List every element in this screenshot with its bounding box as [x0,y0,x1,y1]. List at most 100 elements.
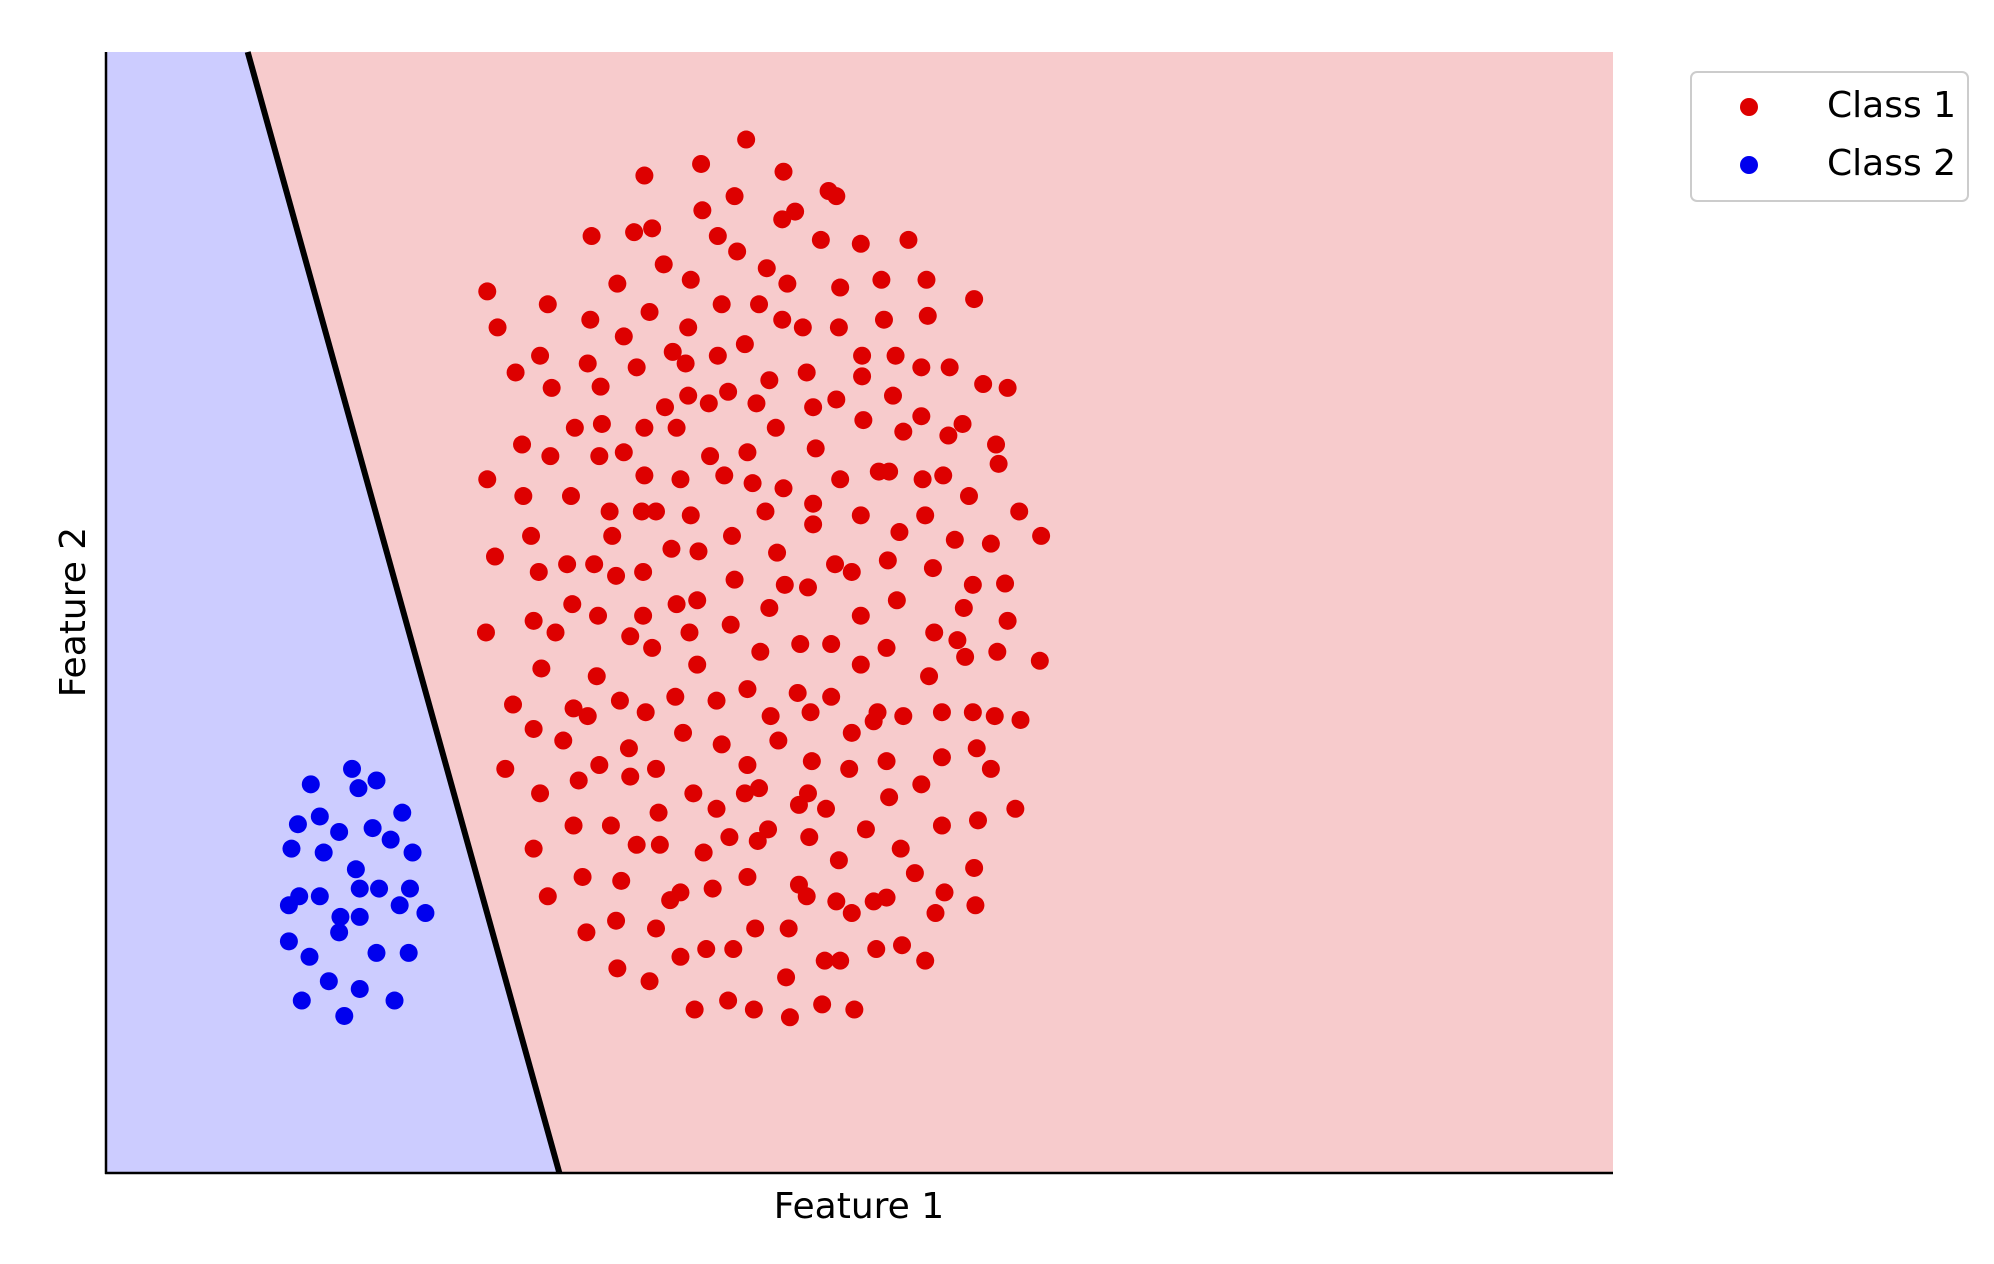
point [851,655,870,674]
point [965,290,984,309]
point [981,759,1000,778]
point [918,306,937,325]
point [1011,710,1030,729]
point [663,342,682,361]
decision-boundary [244,51,563,1174]
point [607,566,626,585]
point [746,919,765,938]
point [738,680,757,699]
point [874,310,893,329]
point [666,687,685,706]
point [802,752,821,771]
point [940,358,959,377]
point [679,386,698,405]
point [529,562,548,581]
point [367,771,386,790]
point [735,335,754,354]
point [350,879,369,898]
point [343,759,362,778]
point [886,346,905,365]
point [590,447,609,466]
point [703,879,722,898]
point [797,363,816,382]
point [679,318,698,337]
point [788,683,807,702]
point [916,951,935,970]
point [801,703,820,722]
point [688,655,707,674]
point [722,526,741,545]
point [891,839,910,858]
point [998,611,1017,630]
point [738,867,757,886]
legend-label: Class 2 [1827,143,1956,184]
point [905,864,924,883]
point [681,270,700,289]
point [880,788,899,807]
point [996,574,1015,593]
point [708,346,727,365]
point [831,470,850,489]
point [707,799,726,818]
point [804,515,823,534]
point [793,318,812,337]
point [603,526,622,545]
point [640,972,659,991]
legend-box [1690,71,1969,202]
point [310,887,329,906]
point [632,502,651,521]
point [667,418,686,437]
point [538,887,557,906]
point [778,274,797,293]
legend-label: Class 1 [1827,85,1956,126]
point [676,354,695,373]
point [577,923,596,942]
point [842,904,861,923]
point [804,494,823,513]
point [953,414,972,433]
point [612,871,631,890]
point [288,815,307,834]
point [806,439,825,458]
point [853,367,872,386]
point [607,911,626,930]
point [478,470,497,489]
point [798,578,817,597]
point [697,940,716,959]
point [524,719,543,738]
point [627,835,646,854]
point [967,739,986,758]
point [619,739,638,758]
point [330,923,349,942]
x-axis-label: Feature 1 [774,1186,944,1227]
point [959,487,978,506]
point [542,378,561,397]
point [854,411,873,430]
point [743,474,762,493]
point [671,883,690,902]
point [773,310,792,329]
point [920,667,939,686]
point [777,968,796,987]
point [817,799,836,818]
point [1030,651,1049,670]
region [247,52,1614,1173]
point [592,414,611,433]
point [621,627,640,646]
point [845,1000,864,1019]
point [531,784,550,803]
point [988,642,1007,661]
point [640,302,659,321]
point [893,936,912,955]
point [478,282,497,301]
point [524,839,543,858]
point [851,234,870,253]
point [573,867,592,886]
point [589,606,608,625]
point [569,771,588,790]
point [867,940,886,959]
point [829,318,848,337]
point [774,479,793,498]
point [601,816,620,835]
